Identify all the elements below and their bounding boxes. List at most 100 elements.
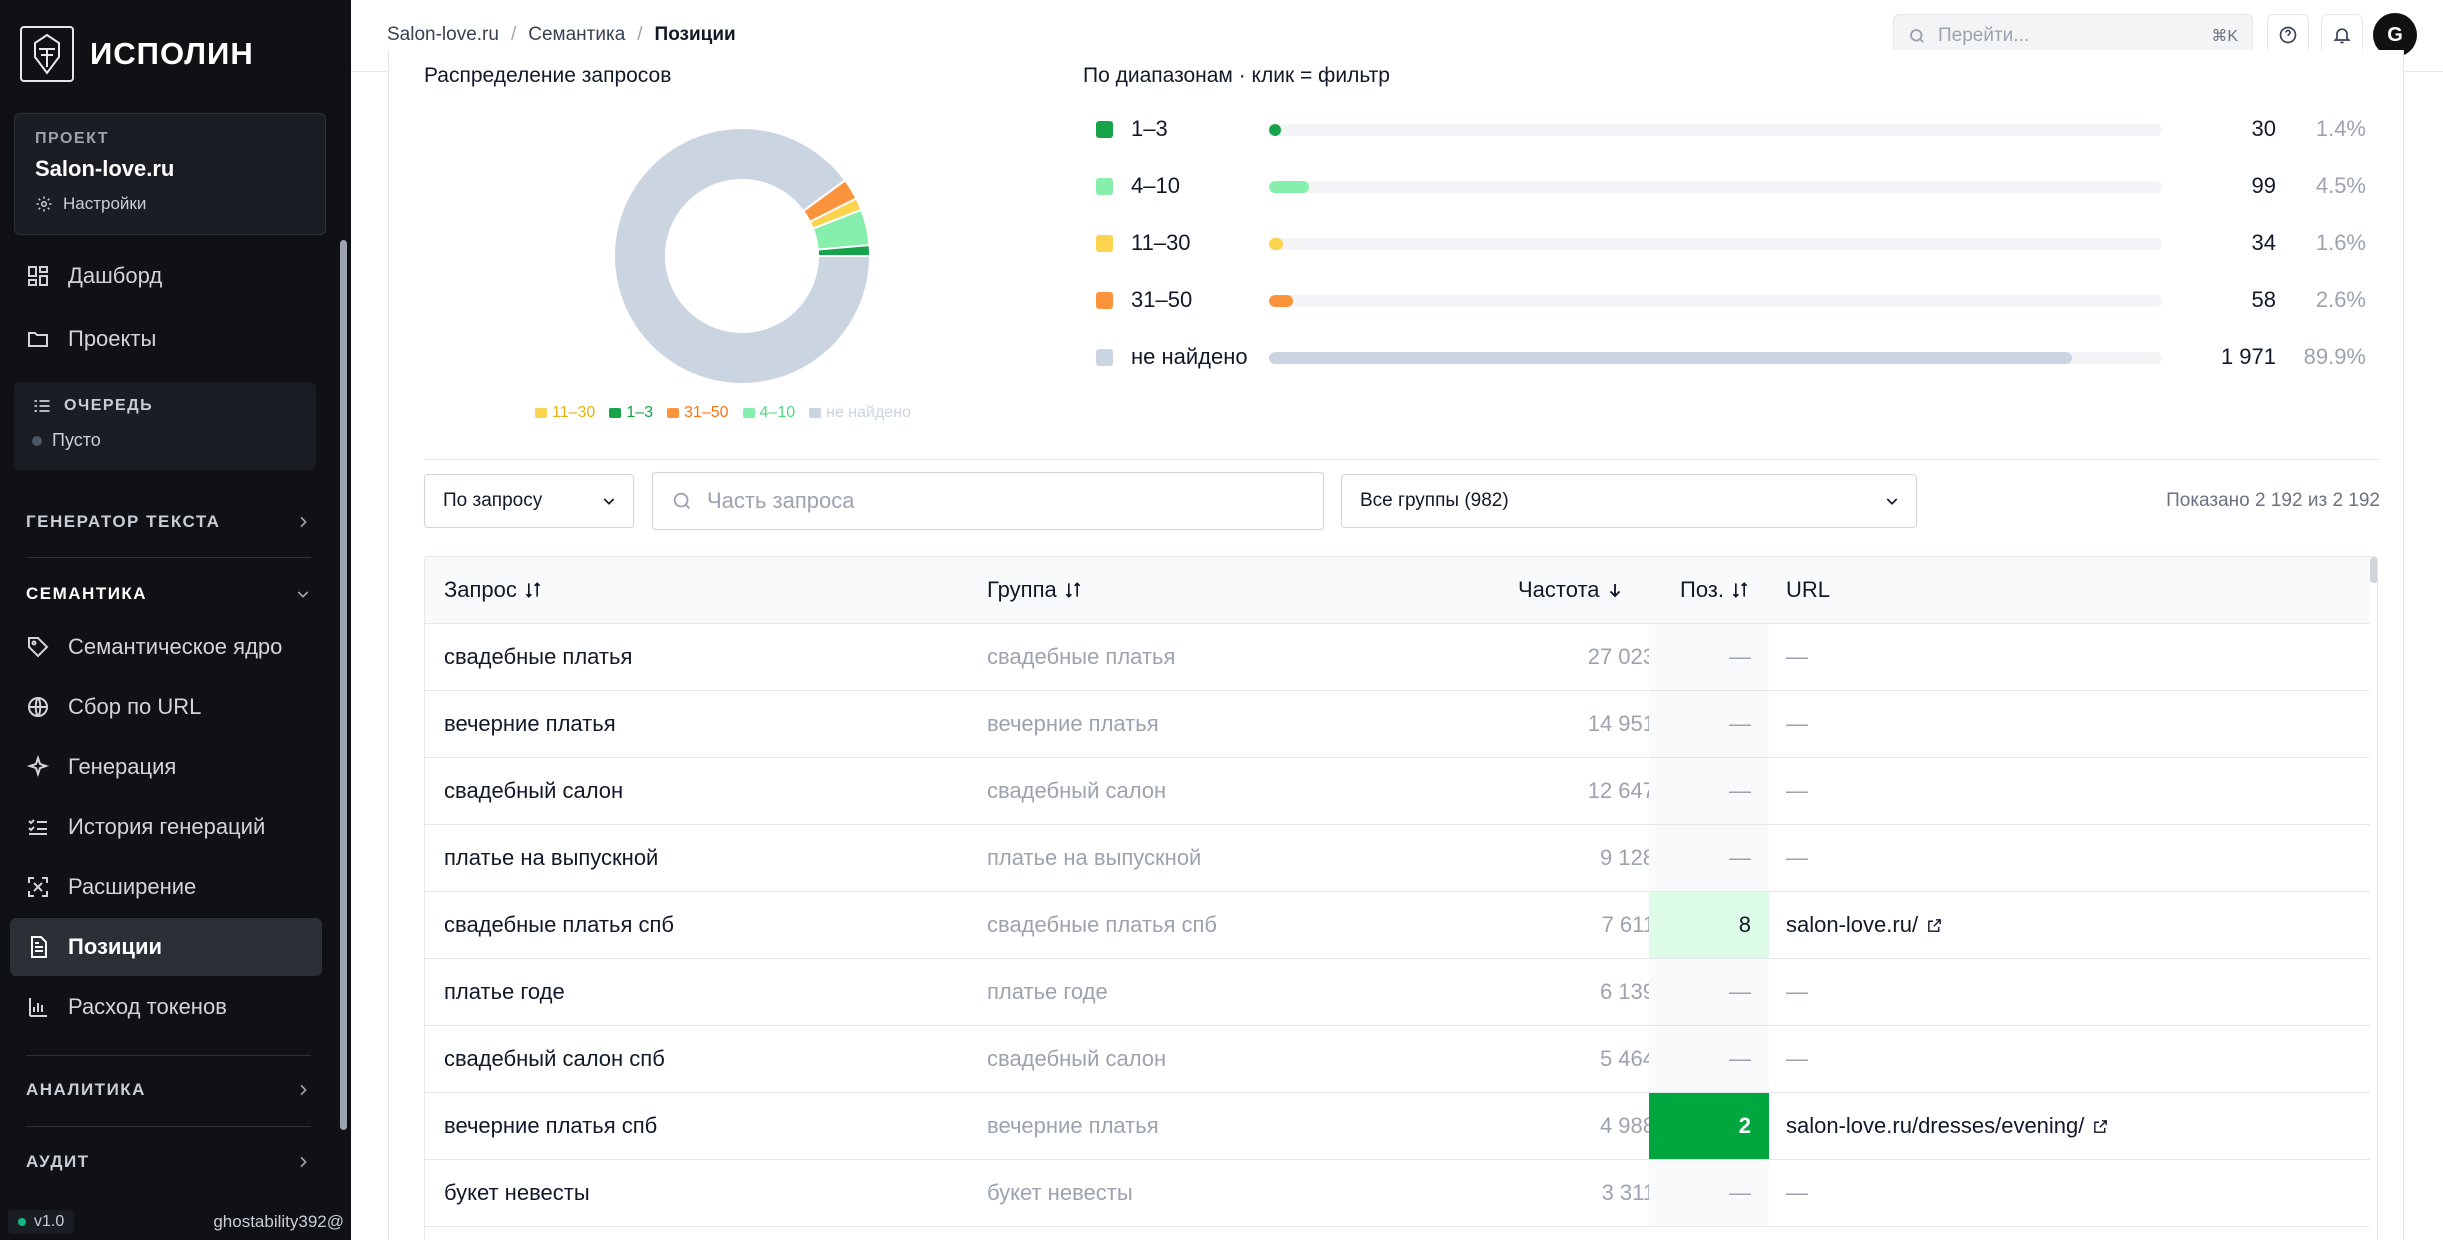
legend-label: 11–30 <box>552 404 596 421</box>
column-header-group[interactable]: Группа <box>987 577 1083 603</box>
cell-group[interactable]: свадебный салон <box>987 1046 1167 1071</box>
sidebar-item-label: Позиции <box>68 934 162 959</box>
section-audit[interactable]: АУДИТ <box>26 1152 311 1172</box>
cell-group[interactable]: платье на выпускной <box>987 845 1202 870</box>
user-email[interactable]: ghostability392@ <box>213 1212 344 1231</box>
cell-position: — <box>1649 624 1769 690</box>
cell-group[interactable]: свадебные платья спб <box>987 912 1217 937</box>
range-percent: 2.6% <box>2315 287 2366 312</box>
table-row[interactable]: свадебные платья спб свадебные платья спб… <box>425 892 2370 959</box>
column-header-position[interactable]: Поз. <box>1680 577 1750 603</box>
table-row[interactable]: свадебный салон свадебный салон 12 647— — <box>425 758 2370 825</box>
ranges-title: По диапазонам · клик = фильтр <box>1083 64 1390 87</box>
shown-count: Показано 2 192 из 2 192 <box>2166 490 2380 511</box>
cell-url[interactable]: salon-love.ru/dresses/evening/ <box>1786 1093 2109 1159</box>
cell-group[interactable]: платье годе <box>987 979 1108 1004</box>
range-row[interactable]: 1–3 30 1.4% <box>1096 113 2366 145</box>
globe-icon <box>28 697 48 717</box>
cell-url[interactable]: salon-love.ru/ <box>1786 892 1943 958</box>
cell-frequency: 5 464 <box>1599 1046 1655 1071</box>
legend-item-31-50[interactable]: 31–50 <box>667 404 729 422</box>
column-header-query[interactable]: Запрос <box>444 577 543 603</box>
table-row[interactable]: платье на выпускной платье на выпускной 9 … <box>425 825 2370 892</box>
sidebar-item-projects[interactable]: Проекты <box>10 310 322 368</box>
query-search[interactable] <box>652 472 1324 530</box>
cell-group[interactable]: вечерние платья <box>987 711 1159 736</box>
url-text[interactable]: salon-love.ru/dresses/evening/ <box>1786 1113 2085 1138</box>
cell-group[interactable]: свадебные платья <box>987 644 1176 669</box>
cell-position: — <box>1649 758 1769 824</box>
legend-item-1-3[interactable]: 1–3 <box>609 404 653 422</box>
cell-position: 2 <box>1649 1093 1769 1159</box>
range-swatch <box>1096 349 1113 366</box>
positions-table: Запрос Группа Частота Поз. URL свадебные… <box>424 556 2378 1240</box>
section-analytics[interactable]: АНАЛИТИКА <box>26 1080 311 1100</box>
donut-slice-4[interactable] <box>613 127 872 385</box>
sidebar-scrollbar[interactable] <box>340 240 347 1130</box>
breadcrumb-section[interactable]: Семантика <box>528 24 626 45</box>
global-search-input[interactable] <box>1938 25 2200 47</box>
group-select[interactable]: Все группы (982) <box>1341 474 1917 528</box>
range-bar-fill <box>1269 238 1283 250</box>
sidebar-item-positions[interactable]: Позиции <box>10 918 322 976</box>
table-row[interactable]: платье годе платье годе 6 139— — <box>425 959 2370 1026</box>
section-text-generator[interactable]: ГЕНЕРАТОР ТЕКСТА <box>26 512 311 532</box>
external-link-icon[interactable] <box>2092 1118 2109 1135</box>
avatar[interactable]: G <box>2373 13 2417 57</box>
table-row[interactable]: свадебные платья свадебные платья 27 023— — <box>425 624 2370 691</box>
legend-swatch <box>667 408 680 418</box>
table-row[interactable]: вечерние платья вечерние платья 14 951— — <box>425 691 2370 758</box>
cell-position: — <box>1649 691 1769 757</box>
group-select-value: Все группы (982) <box>1360 490 1509 511</box>
range-row[interactable]: 11–30 34 1.6% <box>1096 227 2366 259</box>
legend-item-11-30[interactable]: 11–30 <box>535 404 595 422</box>
project-card[interactable]: ПРОЕКТ Salon-love.ru Настройки <box>14 113 326 235</box>
logo[interactable]: ИСПОЛИН <box>20 26 254 82</box>
legend-label: не найдено <box>826 404 911 421</box>
query-mode-select[interactable]: По запросу <box>424 474 634 528</box>
queue-status: Пусто <box>52 430 101 450</box>
table-row[interactable]: свадебный салон спб свадебный салон 5 464—… <box>425 1026 2370 1093</box>
range-row[interactable]: не найдено 1 971 89.9% <box>1096 341 2366 373</box>
legend-label: 31–50 <box>684 404 729 421</box>
queue-card[interactable]: ОЧЕРЕДЬ Пусто <box>14 382 316 470</box>
sidebar-item-generation[interactable]: Генерация <box>10 738 322 796</box>
bar-chart-icon <box>29 998 47 1017</box>
section-semantics[interactable]: СЕМАНТИКА <box>26 584 311 604</box>
range-row[interactable]: 4–10 99 4.5% <box>1096 170 2366 202</box>
url-text: — <box>1786 644 1808 669</box>
legend-item-not-found[interactable]: не найдено <box>809 404 911 422</box>
distribution-donut-chart[interactable] <box>612 126 872 386</box>
range-row[interactable]: 31–50 58 2.6% <box>1096 284 2366 316</box>
sidebar-item-url-collect[interactable]: Сбор по URL <box>10 678 322 736</box>
breadcrumb-current: Позиции <box>654 24 736 45</box>
url-text[interactable]: salon-love.ru/ <box>1786 912 1919 937</box>
sidebar-item-expansion[interactable]: Расширение <box>10 858 322 916</box>
range-label: 1–3 <box>1131 116 1168 141</box>
breadcrumb-project[interactable]: Salon-love.ru <box>387 24 499 45</box>
sidebar-item-semantic-core[interactable]: Семантическое ядро <box>10 618 322 676</box>
sidebar-item-token-usage[interactable]: Расход токенов <box>10 978 322 1036</box>
range-bar-fill <box>1269 181 1310 193</box>
cell-group[interactable]: вечерние платья <box>987 1113 1159 1138</box>
notifications-button[interactable] <box>2321 14 2363 56</box>
query-mode-value: По запросу <box>443 490 543 511</box>
query-search-input[interactable] <box>707 488 1305 514</box>
expand-icon <box>28 877 48 897</box>
sidebar-item-dashboard[interactable]: Дашборд <box>10 247 322 305</box>
cell-query: платье годе <box>444 979 565 1004</box>
cell-query: свадебный салон <box>444 778 624 803</box>
table-scrollbar[interactable] <box>2370 557 2377 583</box>
table-row[interactable]: букет невесты букет невесты 3 311— — <box>425 1160 2370 1227</box>
legend-label: 1–3 <box>626 404 654 421</box>
legend-item-4-10[interactable]: 4–10 <box>742 404 795 422</box>
sidebar-item-generation-history[interactable]: История генераций <box>10 798 322 856</box>
cell-group[interactable]: букет невесты <box>987 1180 1133 1205</box>
sort-icon <box>1065 582 1080 598</box>
column-header-frequency[interactable]: Частота <box>1518 577 1624 603</box>
external-link-icon[interactable] <box>1926 917 1943 934</box>
dashboard-icon <box>28 266 48 286</box>
cell-group[interactable]: свадебный салон <box>987 778 1167 803</box>
table-row[interactable]: вечерние платья спб вечерние платья 4 988 2… <box>425 1093 2370 1160</box>
project-settings-link[interactable]: Настройки <box>35 194 305 214</box>
